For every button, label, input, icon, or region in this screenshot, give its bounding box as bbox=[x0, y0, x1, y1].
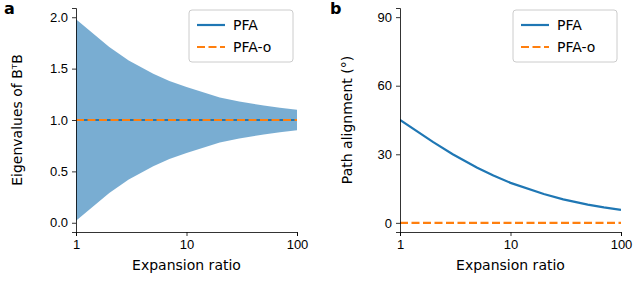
series-line bbox=[400, 120, 621, 210]
panel: 1 10 100 0.0 0.5 1.0 1.5 2.0 Expansion ratio Eige… bbox=[4, 0, 308, 273]
legend: PFA PFA-o bbox=[189, 10, 293, 62]
y-axis-tick: 90 bbox=[378, 10, 400, 25]
tick-mark bbox=[396, 223, 400, 224]
y-axis: 0.0 0.5 1.0 1.5 2.0 bbox=[50, 9, 77, 233]
tick-mark bbox=[187, 232, 188, 236]
y-axis-tick: 0.0 bbox=[50, 215, 76, 230]
y-axis-tick: 2.0 bbox=[50, 10, 76, 25]
tick-mark bbox=[72, 69, 76, 70]
tick-mark bbox=[511, 232, 512, 236]
legend-swatch bbox=[197, 46, 225, 48]
tick-mark bbox=[396, 154, 400, 155]
x-axis: 1 10 100 bbox=[73, 232, 308, 252]
legend: PFA PFA-o bbox=[513, 10, 617, 62]
panel: 1 10 100 0 30 60 90 Expansion ratio Path alignme… bbox=[330, 0, 632, 273]
tick-label: 1 bbox=[397, 237, 404, 252]
tick-label: 0.5 bbox=[50, 164, 68, 179]
series-line bbox=[76, 119, 297, 121]
tick-label: 10 bbox=[180, 237, 194, 252]
x-axis: 1 10 100 bbox=[397, 232, 632, 252]
x-axis-title: Expansion ratio bbox=[456, 257, 565, 273]
x-axis-tick: 1 bbox=[397, 232, 404, 252]
tick-label: 30 bbox=[378, 147, 392, 162]
eigenvalue-band bbox=[76, 19, 297, 220]
tick-mark bbox=[72, 17, 76, 18]
legend-swatch bbox=[521, 24, 549, 26]
figure: 1101000.00.51.01.52.0Expansion ratioEige… bbox=[0, 0, 640, 295]
legend-label: PFA-o bbox=[233, 39, 271, 55]
legend-box bbox=[513, 10, 617, 62]
tick-label: 100 bbox=[287, 237, 309, 252]
plot-area bbox=[76, 19, 297, 220]
series-line bbox=[76, 119, 297, 121]
tick-label: 100 bbox=[611, 237, 633, 252]
tick-label: 1 bbox=[73, 237, 80, 252]
legend-box bbox=[189, 10, 293, 62]
tick-label: 60 bbox=[378, 78, 392, 93]
legend-label: PFA bbox=[233, 17, 258, 33]
y-axis-tick: 1.0 bbox=[50, 113, 76, 128]
tick-label: 0.0 bbox=[50, 215, 68, 230]
x-axis-title: Expansion ratio bbox=[132, 257, 241, 273]
legend-swatch bbox=[521, 46, 549, 48]
y-axis-tick: 0.5 bbox=[50, 164, 76, 179]
x-axis-line bbox=[401, 233, 622, 237]
tick-label: 1.0 bbox=[50, 113, 68, 128]
series-line bbox=[400, 222, 621, 224]
tick-mark bbox=[72, 223, 76, 224]
plot-area bbox=[400, 120, 621, 223]
x-axis-tick: 1 bbox=[73, 232, 80, 252]
y-axis-line bbox=[396, 9, 401, 233]
x-axis-tick: 100 bbox=[611, 232, 633, 252]
x-axis-line bbox=[77, 233, 298, 237]
tick-mark bbox=[72, 171, 76, 172]
tick-label: 2.0 bbox=[50, 10, 68, 25]
y-axis-tick: 30 bbox=[378, 147, 400, 162]
x-axis-tick: 10 bbox=[180, 232, 194, 252]
x-axis-tick: 100 bbox=[287, 232, 309, 252]
tick-label: 0 bbox=[385, 216, 392, 231]
x-axis-tick: 10 bbox=[504, 232, 518, 252]
y-axis-title: Path alignment (°) bbox=[339, 56, 355, 184]
legend-label: PFA bbox=[557, 17, 582, 33]
y-axis-tick: 1.5 bbox=[50, 61, 76, 76]
y-axis-tick: 0 bbox=[385, 216, 400, 231]
tick-mark bbox=[621, 232, 622, 236]
tick-mark bbox=[396, 17, 400, 18]
y-axis-tick: 60 bbox=[378, 78, 400, 93]
panel-letter: b bbox=[330, 0, 341, 18]
y-axis: 0 30 60 90 bbox=[378, 9, 401, 233]
legend-label: PFA-o bbox=[557, 39, 595, 55]
tick-label: 90 bbox=[378, 10, 392, 25]
tick-mark bbox=[297, 232, 298, 236]
tick-label: 1.5 bbox=[50, 61, 68, 76]
y-axis-title: Eigenvalues of BᵀB bbox=[9, 54, 25, 186]
panel-letter: a bbox=[4, 0, 15, 18]
legend-swatch bbox=[197, 24, 225, 26]
tick-mark bbox=[72, 120, 76, 121]
y-axis-line bbox=[72, 9, 77, 233]
tick-mark bbox=[396, 86, 400, 87]
tick-label: 10 bbox=[504, 237, 518, 252]
